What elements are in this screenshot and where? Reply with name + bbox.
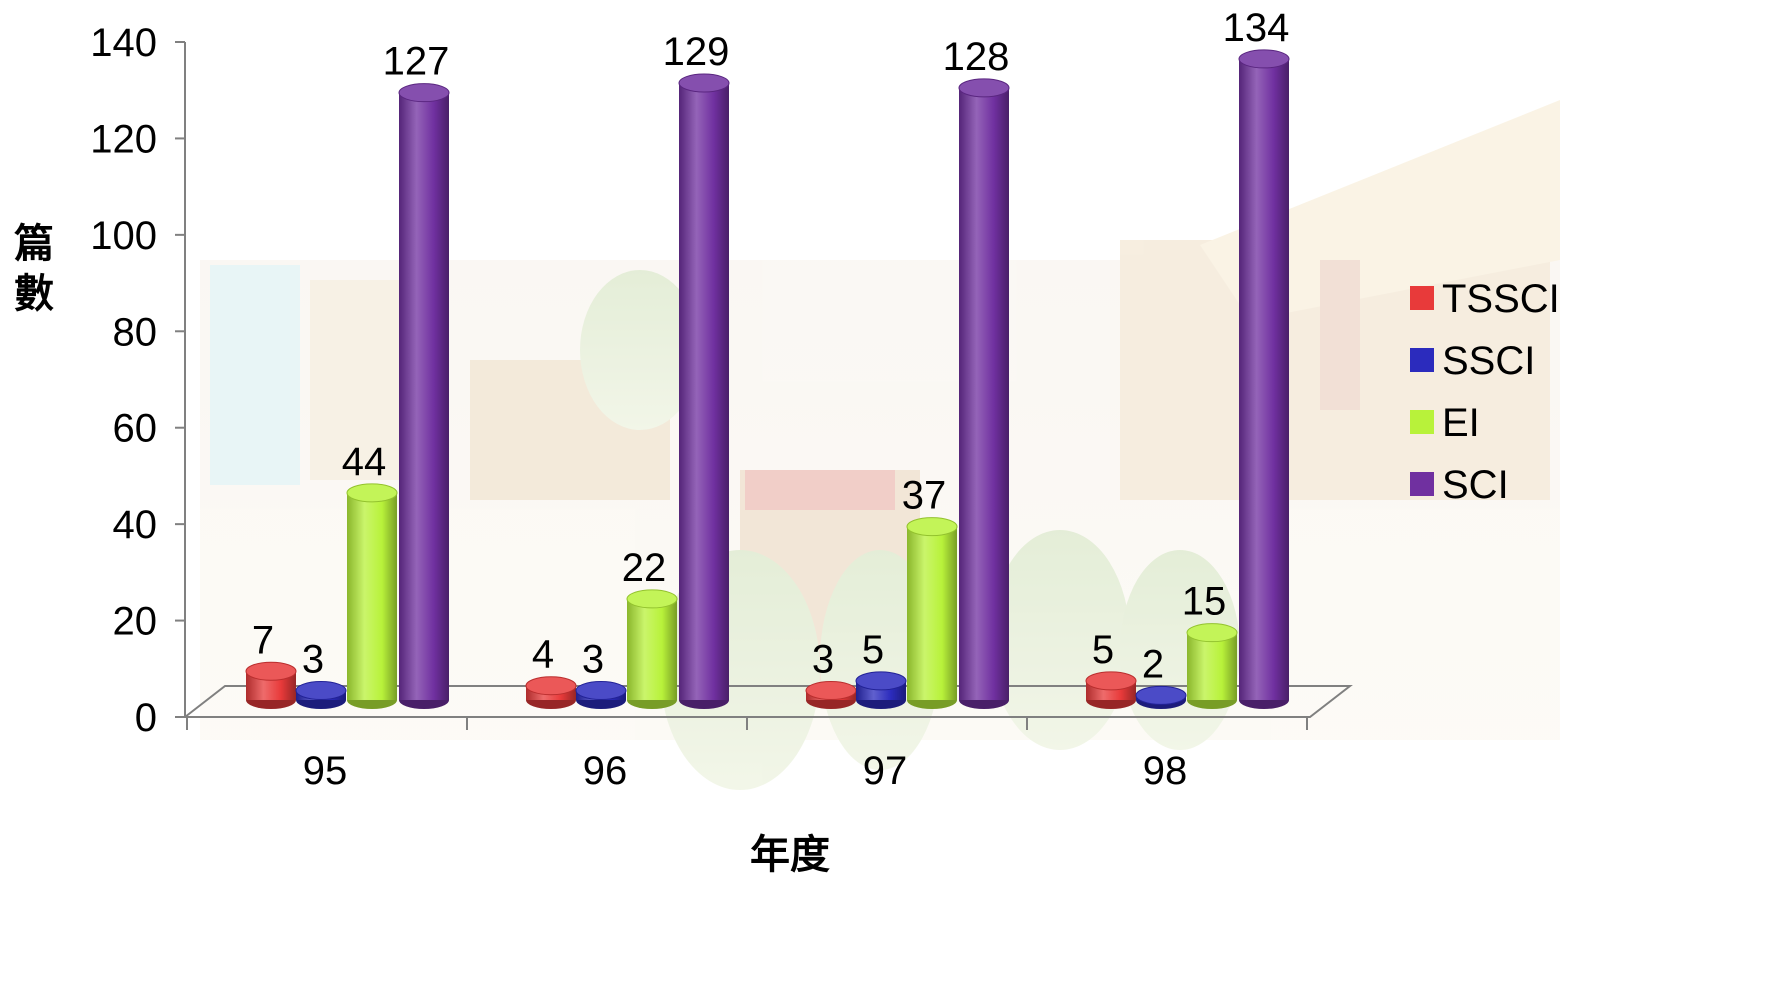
x-axis-title: 年度	[750, 831, 830, 878]
legend-item-tssci: TSSCI	[1410, 277, 1560, 321]
bar-ei-96	[626, 589, 678, 709]
legend-swatch	[1410, 286, 1434, 310]
y-tick-label: 100	[90, 214, 157, 258]
data-label-tssci-95: 7	[252, 618, 274, 662]
data-label-sci-97: 128	[943, 35, 1010, 79]
y-tick-label: 120	[90, 117, 157, 161]
legend-swatch	[1410, 472, 1434, 496]
bars-layer	[245, 49, 1290, 709]
legend-label: EI	[1442, 401, 1480, 445]
background-photo	[200, 100, 1560, 790]
x-tick-label: 96	[583, 749, 628, 793]
data-label-ei-96: 22	[622, 546, 667, 590]
legend: TSSCI SSCI EI SCI	[1410, 277, 1560, 507]
y-tick-label: 140	[90, 21, 157, 65]
bar-tssci-98	[1085, 671, 1137, 709]
legend-item-ssci: SSCI	[1410, 339, 1535, 383]
data-label-ssci-95: 3	[302, 638, 324, 682]
y-tick-label: 40	[113, 503, 158, 547]
legend-label: TSSCI	[1442, 277, 1560, 321]
data-label-tssci-96: 4	[532, 633, 554, 677]
data-label-ssci-97: 5	[862, 628, 884, 672]
y-tick-label: 0	[135, 696, 157, 740]
data-label-tssci-97: 3	[812, 638, 834, 682]
y-axis-title-char-1: 篇	[14, 220, 54, 267]
legend-label: SCI	[1442, 463, 1509, 507]
bar-sci-97	[958, 78, 1010, 709]
data-label-sci-98: 134	[1223, 6, 1290, 50]
data-label-ssci-98: 2	[1142, 642, 1164, 686]
data-label-ei-98: 15	[1182, 580, 1227, 624]
data-label-ssci-96: 3	[582, 638, 604, 682]
x-tick-label: 97	[863, 749, 908, 793]
bar-ssci-96	[575, 681, 627, 709]
bar-ei-97	[906, 517, 958, 709]
bar-ei-98	[1186, 623, 1238, 709]
data-label-sci-96: 129	[663, 30, 730, 74]
bar-sci-96	[678, 73, 730, 709]
x-tick-label: 95	[303, 749, 348, 793]
y-tick-label: 80	[113, 310, 158, 354]
legend-swatch	[1410, 410, 1434, 434]
data-label-ei-97: 37	[902, 474, 947, 518]
bar-ssci-95	[295, 681, 347, 709]
bar-ssci-98	[1135, 685, 1187, 709]
data-label-sci-95: 127	[383, 40, 450, 84]
y-tick-label: 60	[113, 407, 158, 451]
axes: 0 20 40 60 80 100 120 140 95 96 97 98	[90, 21, 1353, 793]
bar-sci-95	[398, 83, 450, 709]
legend-label: SSCI	[1442, 339, 1535, 383]
bar-tssci-95	[245, 661, 297, 709]
bar-ei-95	[346, 483, 398, 709]
bar-tssci-97	[805, 681, 857, 709]
x-tick-label: 98	[1143, 749, 1188, 793]
data-label-ei-95: 44	[342, 440, 387, 484]
bar-ssci-97	[855, 671, 907, 709]
y-axis-title-char-2: 數	[14, 270, 54, 317]
bar-tssci-96	[525, 676, 577, 709]
legend-swatch	[1410, 348, 1434, 372]
data-label-tssci-98: 5	[1092, 628, 1114, 672]
legend-item-sci: SCI	[1410, 463, 1509, 507]
bar-sci-98	[1238, 49, 1290, 709]
legend-item-ei: EI	[1410, 401, 1480, 445]
y-tick-label: 20	[113, 600, 158, 644]
